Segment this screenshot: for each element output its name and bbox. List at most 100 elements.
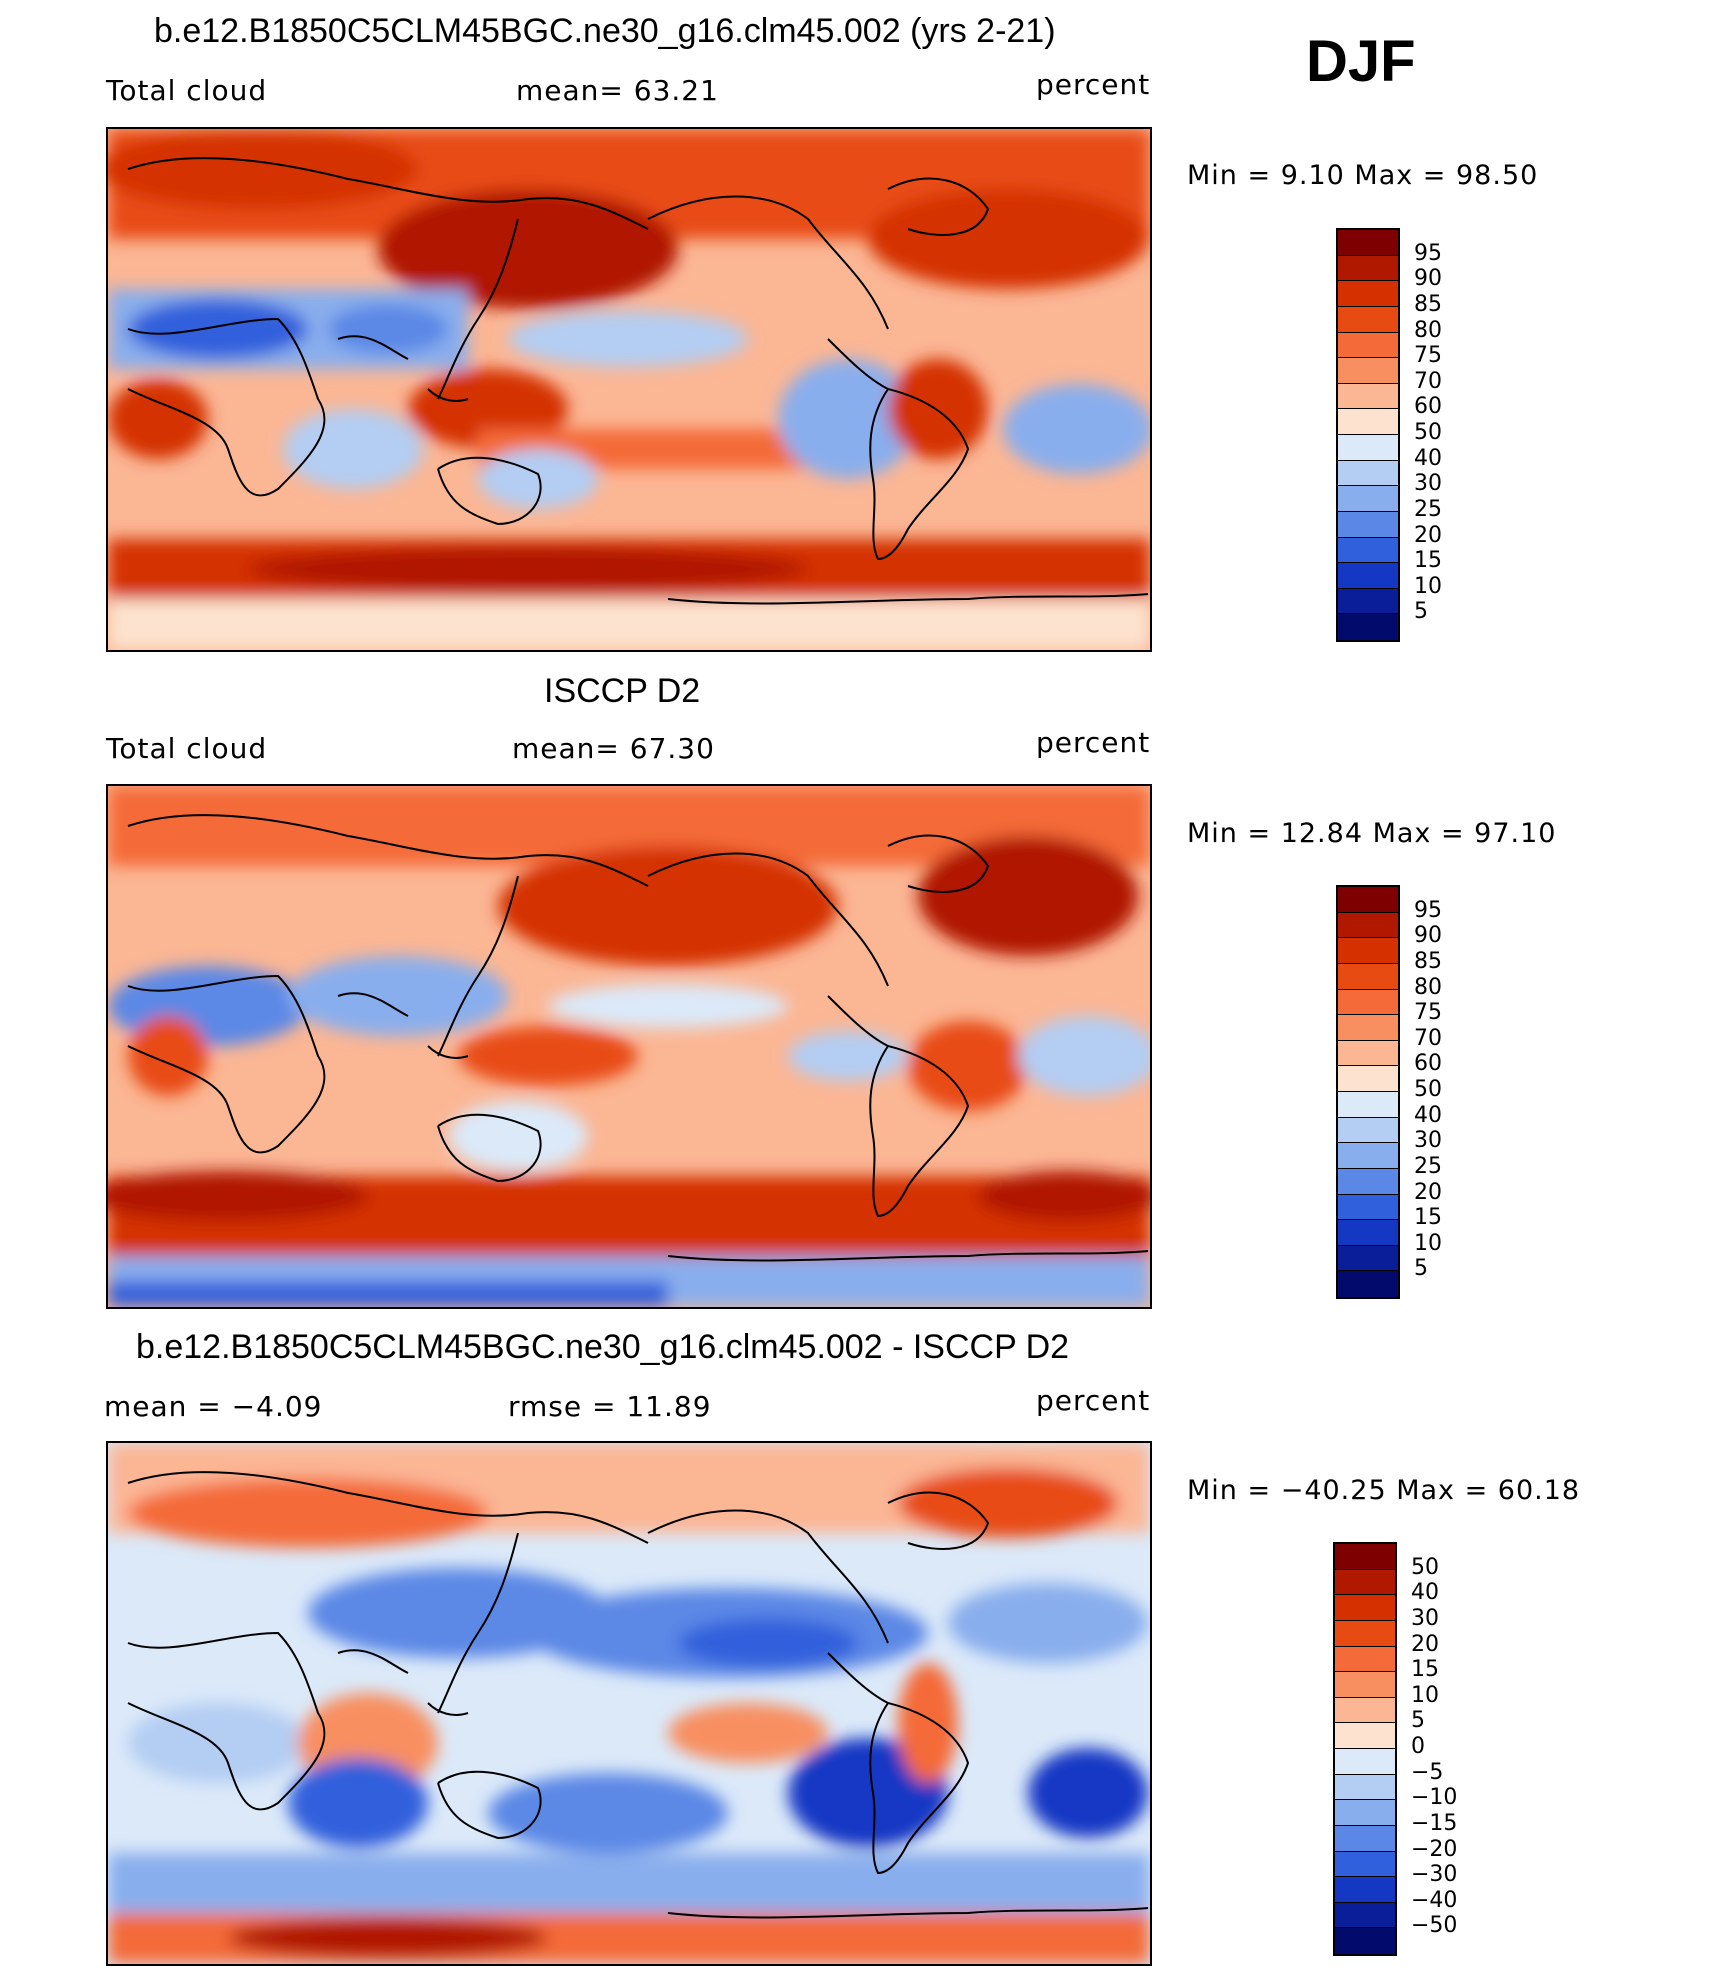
colorbar-tick-label: 10	[1414, 573, 1442, 599]
colorbar-tick-label: 95	[1414, 897, 1442, 923]
colorbar-swatch	[1338, 912, 1398, 939]
colorbar-swatch	[1338, 255, 1398, 282]
colorbar-swatch	[1335, 1646, 1395, 1673]
colorbar-tick-label: 15	[1411, 1657, 1439, 1683]
colorbar-tick-label: 85	[1414, 948, 1442, 974]
colorbar-swatch	[1338, 989, 1398, 1016]
map-diff-total-cloud	[106, 1441, 1152, 1966]
colorbar-tick-label: 0	[1411, 1734, 1425, 1759]
colorbar-swatch	[1335, 1825, 1395, 1852]
panel-obs-minmax: Min = 12.84 Max = 97.10	[1187, 818, 1557, 849]
panel-model-minmax: Min = 9.10 Max = 98.50	[1187, 160, 1539, 191]
colorbar-swatch	[1335, 1749, 1395, 1775]
colorbar-swatch	[1338, 1143, 1398, 1169]
colorbar-swatch	[1335, 1902, 1395, 1929]
colorbar-tick-label: 60	[1414, 1051, 1442, 1077]
panel-diff-rmse-label: rmse = 11.89	[508, 1390, 712, 1423]
colorbar-swatch	[1335, 1697, 1395, 1724]
colorbar-tick-label: 40	[1411, 1580, 1439, 1606]
colorbar-swatch	[1338, 383, 1398, 410]
colorbar-swatch	[1335, 1672, 1395, 1698]
colorbar-tick-label: 75	[1414, 343, 1442, 369]
colorbar-tick-label: 30	[1411, 1605, 1439, 1631]
panel-diff-units-label: percent	[1036, 1384, 1151, 1417]
colorbar-tick-label: 25	[1414, 1153, 1442, 1179]
colorbar-tick-label: −5	[1411, 1759, 1444, 1785]
colorbar-tick-label: 90	[1414, 266, 1442, 292]
colorbar-swatch	[1338, 1271, 1398, 1297]
panel-obs-title: ISCCP D2	[544, 672, 701, 710]
colorbar-swatch	[1338, 1066, 1398, 1092]
colorbar-tick-label: 20	[1411, 1631, 1439, 1657]
colorbar-swatch	[1338, 1092, 1398, 1118]
colorbar-swatch	[1335, 1774, 1395, 1801]
colorbar-tick-label: 40	[1414, 1102, 1442, 1128]
colorbar-swatch	[1338, 1040, 1398, 1067]
colorbar-tick-label: 90	[1414, 923, 1442, 949]
colorbar-swatch	[1338, 1245, 1398, 1272]
colorbar-tick-label: 80	[1414, 974, 1442, 1000]
colorbar-swatch	[1335, 1800, 1395, 1826]
colorbar-swatch	[1335, 1723, 1395, 1749]
colorbar-swatch	[1338, 358, 1398, 384]
panel-diff-mean-label: mean = −4.09	[104, 1390, 323, 1423]
colorbar-tick-label: 30	[1414, 1128, 1442, 1154]
colorbar-tick-label: 30	[1414, 471, 1442, 497]
colorbar-tick-label: 10	[1411, 1682, 1439, 1708]
colorbar-swatch	[1338, 1015, 1398, 1041]
colorbar-tick-label: −10	[1411, 1785, 1458, 1811]
panel-model-variable-label: Total cloud	[106, 74, 268, 107]
colorbar-swatch	[1335, 1544, 1395, 1570]
colorbar-swatch	[1335, 1595, 1395, 1621]
colorbar-tick-label: 25	[1414, 496, 1442, 522]
colorbar-tick-label: 50	[1411, 1554, 1439, 1580]
panel-diff-title: b.e12.B1850C5CLM45BGC.ne30_g16.clm45.002…	[136, 1328, 1070, 1366]
colorbar-swatch	[1338, 281, 1398, 307]
colorbar-swatch	[1335, 1928, 1395, 1954]
colorbar-swatch	[1338, 1220, 1398, 1246]
colorbar-tick-label: 70	[1414, 1025, 1442, 1051]
colorbar-diff	[1333, 1542, 1397, 1956]
map-model-total-cloud	[106, 127, 1152, 652]
colorbar-tick-label: 60	[1414, 394, 1442, 420]
colorbar-obs	[1336, 885, 1400, 1299]
colorbar-tick-label: 5	[1414, 599, 1428, 625]
colorbar-swatch	[1338, 887, 1398, 913]
colorbar-swatch	[1335, 1877, 1395, 1903]
colorbar-swatch	[1338, 460, 1398, 487]
colorbar-tick-label: 15	[1414, 1205, 1442, 1231]
colorbar-tick-label: 70	[1414, 368, 1442, 394]
panel-model-mean-label: mean= 63.21	[516, 74, 719, 107]
colorbar-tick-label: −50	[1411, 1913, 1458, 1939]
colorbar-tick-label: 85	[1414, 291, 1442, 317]
colorbar-tick-label: 50	[1414, 1077, 1442, 1102]
colorbar-swatch	[1335, 1620, 1395, 1647]
colorbar-swatch	[1338, 511, 1398, 538]
panel-obs-units-label: percent	[1036, 726, 1151, 759]
colorbar-tick-label: 20	[1414, 1179, 1442, 1205]
panel-model-title: b.e12.B1850C5CLM45BGC.ne30_g16.clm45.002…	[154, 12, 1056, 50]
colorbar-tick-label: 95	[1414, 240, 1442, 266]
colorbar-tick-label: 80	[1414, 317, 1442, 343]
panel-diff-minmax: Min = −40.25 Max = 60.18	[1187, 1475, 1581, 1506]
colorbar-swatch	[1338, 614, 1398, 640]
colorbar-tick-label: −15	[1411, 1810, 1458, 1836]
colorbar-swatch	[1338, 306, 1398, 333]
colorbar-tick-label: −40	[1411, 1887, 1458, 1913]
colorbar-swatch	[1338, 486, 1398, 512]
colorbar-model	[1336, 228, 1400, 642]
colorbar-swatch	[1335, 1569, 1395, 1596]
colorbar-swatch	[1338, 563, 1398, 589]
colorbar-tick-label: 10	[1414, 1230, 1442, 1256]
colorbar-tick-label: 50	[1414, 420, 1442, 445]
panel-obs-mean-label: mean= 67.30	[512, 732, 715, 765]
colorbar-tick-label: −30	[1411, 1862, 1458, 1888]
colorbar-swatch	[1338, 938, 1398, 964]
season-label: DJF	[1306, 29, 1416, 94]
panel-obs-variable-label: Total cloud	[106, 732, 268, 765]
colorbar-swatch	[1338, 332, 1398, 359]
colorbar-swatch	[1335, 1851, 1395, 1878]
colorbar-tick-label: 5	[1411, 1708, 1425, 1734]
colorbar-swatch	[1338, 1194, 1398, 1221]
colorbar-swatch	[1338, 435, 1398, 461]
